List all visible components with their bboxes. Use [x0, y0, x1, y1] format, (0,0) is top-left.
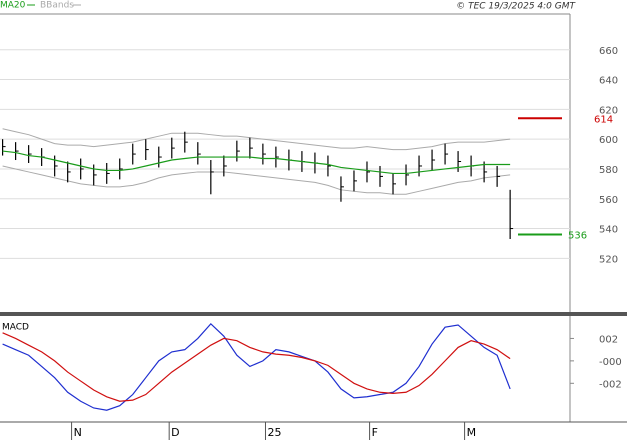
macd-line [2, 322, 511, 411]
header: © TEC 19/3/2025 4:0 GMT [456, 2, 576, 12]
panel-title: MACD [2, 323, 29, 333]
x-tick-label: 25 [267, 426, 281, 439]
panel-separator [0, 312, 627, 316]
y-tick-label: 640 [599, 76, 618, 87]
y-tick-label: 620 [599, 105, 618, 116]
y-tick-label: 660 [599, 46, 618, 57]
y-tick-label: 520 [599, 254, 618, 265]
x-tick-label: D [171, 426, 179, 439]
x-tick-label: N [74, 426, 82, 439]
y-tick-label: -000 [599, 357, 622, 368]
y-tick-label: 600 [599, 135, 618, 146]
x-tick-label: M [467, 426, 477, 439]
level-label: 536 [568, 231, 587, 242]
bband-line [2, 128, 511, 151]
x-tick-label: F [372, 426, 378, 439]
y-tick-label: -002 [599, 379, 622, 390]
bband-line [2, 165, 511, 195]
y-tick-label: 540 [599, 225, 618, 236]
legend-label: MA20 [0, 1, 26, 11]
level-label: 614 [594, 114, 613, 125]
legend-label: BBands [40, 1, 74, 11]
ma20-line [2, 150, 511, 175]
y-tick-label: 580 [599, 165, 618, 176]
y-tick-label: 560 [599, 195, 618, 206]
y-tick-label: 002 [599, 334, 618, 345]
macd-line [2, 332, 511, 402]
